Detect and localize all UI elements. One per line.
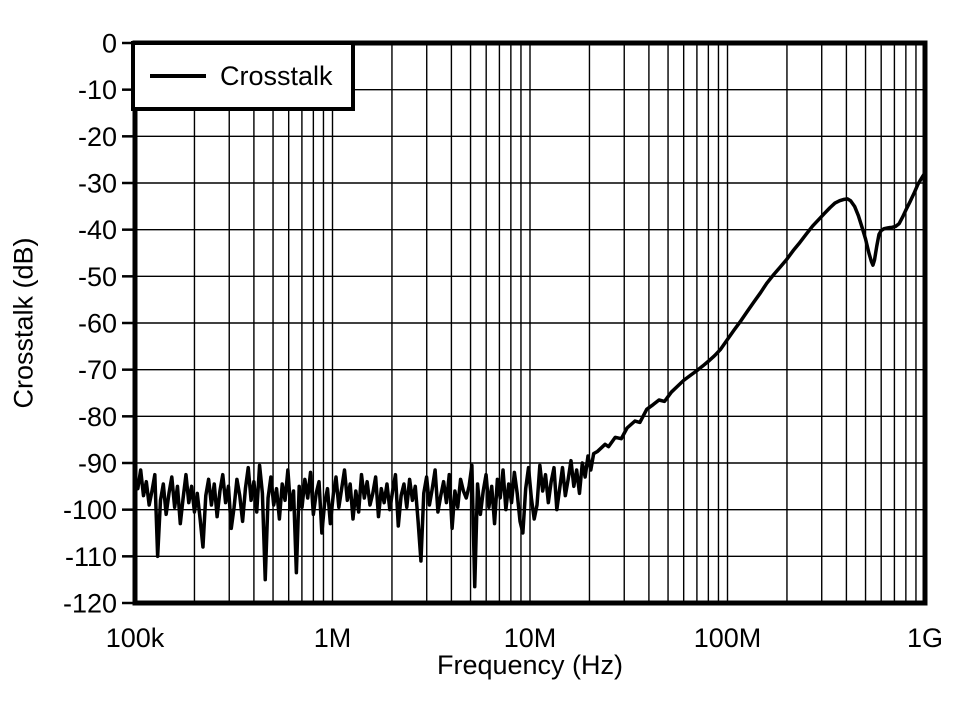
plot-frame [132, 40, 928, 606]
x-tick-label: 100M [694, 623, 762, 653]
x-tick-label: 10M [504, 623, 557, 653]
y-tick-label: -40 [78, 215, 117, 245]
x-tick-label: 1M [314, 623, 352, 653]
y-tick-label: -110 [65, 542, 117, 572]
legend: Crosstalk [131, 41, 355, 111]
y-tick-label: -50 [78, 262, 117, 292]
x-tick-label: 1G [907, 623, 943, 653]
y-tick-label: -100 [63, 495, 117, 525]
y-tick-label: -120 [63, 589, 117, 619]
y-tick-label: -80 [78, 402, 117, 432]
y-tick-label: -10 [78, 75, 117, 105]
legend-label: Crosstalk [220, 60, 333, 91]
y-tick-label: -60 [78, 309, 117, 339]
y-tick-label: -30 [78, 169, 117, 199]
y-tick-label: 0 [102, 29, 117, 59]
x-axis-label: Frequency (Hz) [436, 650, 624, 680]
y-tick-label: -70 [78, 355, 117, 385]
y-axis-label: Crosstalk (dB) [8, 237, 39, 409]
crosstalk-curve [133, 170, 927, 589]
x-tick-label: 100k [106, 623, 165, 653]
y-tick-label: -20 [78, 122, 117, 152]
legend-line-sample [150, 74, 206, 78]
y-tick-label: -90 [78, 449, 117, 479]
